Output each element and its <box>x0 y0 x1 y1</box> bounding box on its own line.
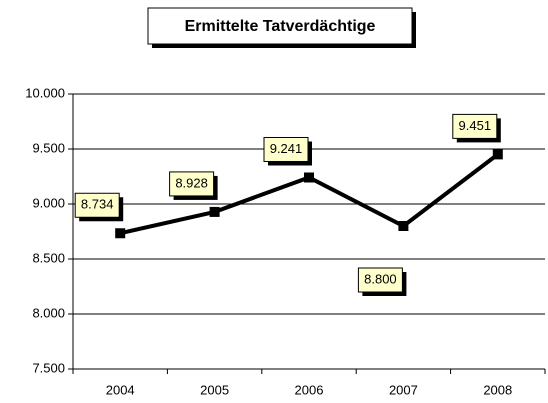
marker <box>209 206 220 217</box>
x-tick-label: 2007 <box>389 382 418 397</box>
data-label-box <box>263 136 309 162</box>
data-label: 8.800 <box>364 271 397 286</box>
marker <box>304 172 314 183</box>
x-tick-label: 2004 <box>106 382 135 397</box>
y-tick-label: 9.500 <box>32 140 65 155</box>
y-tick-label: 8.000 <box>32 305 65 320</box>
data-label: 9.451 <box>459 118 492 133</box>
y-tick-label: 8.500 <box>32 250 65 265</box>
marker <box>492 149 503 160</box>
marker <box>115 228 126 239</box>
x-tick-label: 2006 <box>295 382 324 397</box>
x-tick-label: 2005 <box>200 382 229 397</box>
title-box <box>147 7 413 45</box>
data-label: 8.734 <box>81 197 114 212</box>
x-tick-label: 2008 <box>483 382 512 397</box>
marker <box>398 221 409 231</box>
data-label: 8.928 <box>175 175 208 190</box>
data-label-box <box>452 113 498 139</box>
chart-title: Ermittelte Tatverdächtige <box>185 18 376 35</box>
y-tick-label: 9.000 <box>32 195 65 210</box>
data-label: 9.241 <box>270 141 303 156</box>
data-label-box <box>169 171 215 197</box>
data-label-box <box>74 192 120 218</box>
data-label-box <box>357 267 403 293</box>
y-tick-label: 7.500 <box>32 360 65 375</box>
y-tick-label: 10.000 <box>25 85 65 100</box>
